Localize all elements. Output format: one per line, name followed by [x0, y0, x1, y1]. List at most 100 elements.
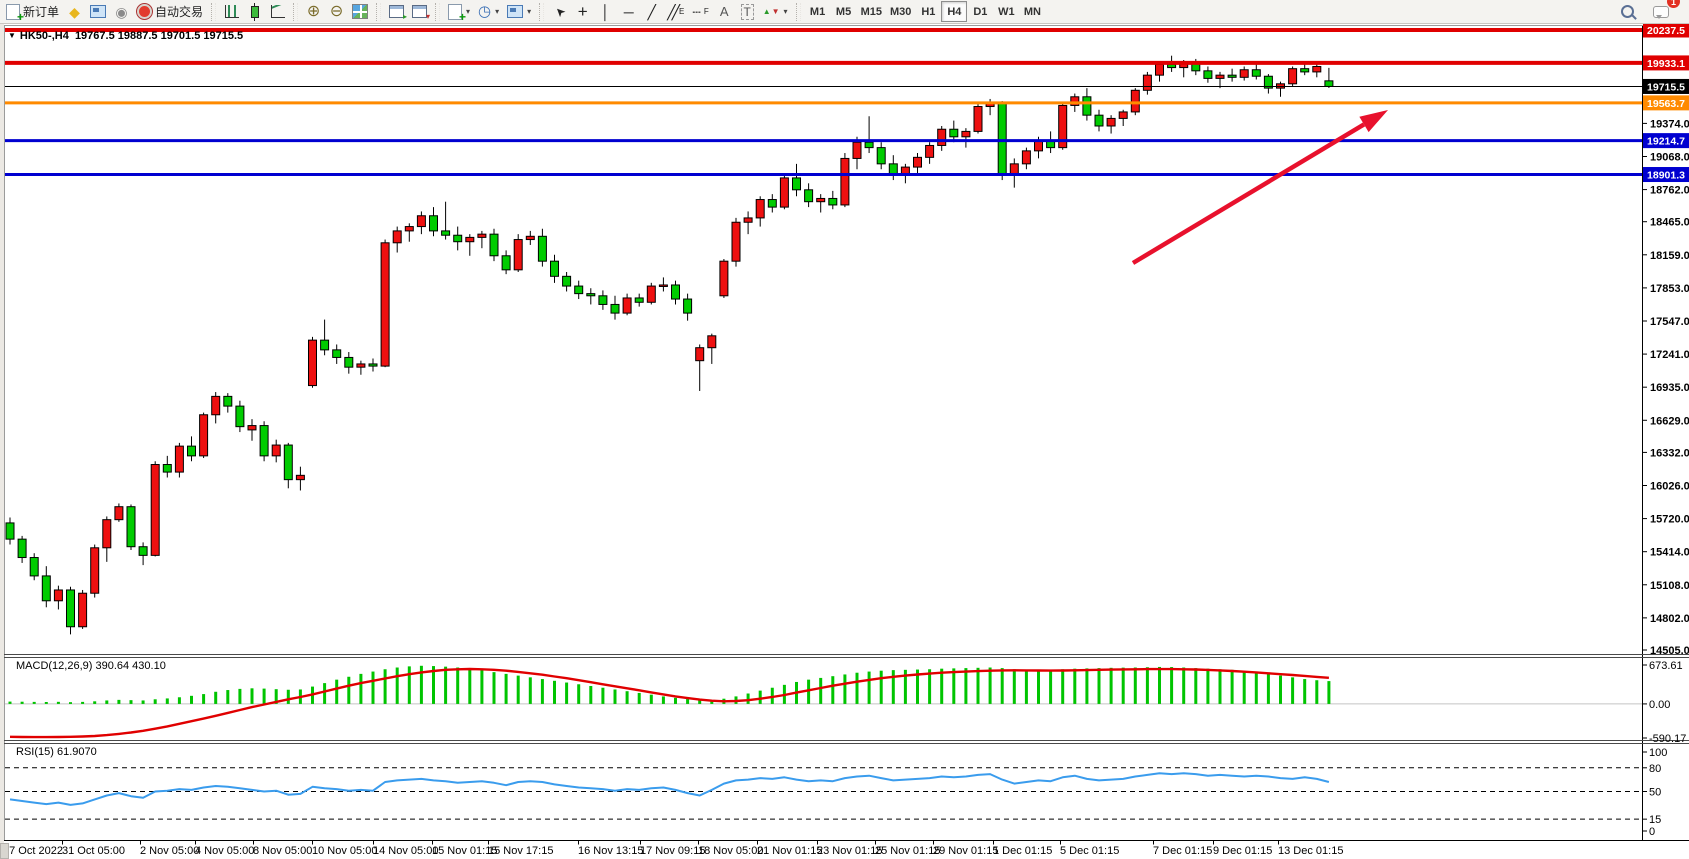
timeframe-H4[interactable]: H4 — [941, 1, 968, 22]
trendline-icon: ╱ — [647, 3, 656, 20]
svg-text:16629.0: 16629.0 — [1650, 415, 1689, 427]
macd-axis: 673.61 0.00 -590.17 — [1642, 660, 1686, 745]
scroll-corner[interactable] — [0, 843, 9, 859]
svg-text:16026.0: 16026.0 — [1650, 480, 1689, 492]
zoom-out-icon: ⊖ — [329, 2, 344, 20]
trendline-button[interactable]: ╱ — [640, 1, 663, 22]
panel-separators[interactable] — [0, 654, 1689, 744]
svg-text:19068.0: 19068.0 — [1650, 151, 1689, 163]
chart-title[interactable]: ▼ HK50-,H4 19767.5 19887.5 19701.5 19715.… — [8, 30, 243, 42]
svg-text:18901.3: 18901.3 — [1647, 170, 1685, 182]
candlestick-chart-icon — [250, 2, 259, 21]
svg-text:2 Nov 05:00: 2 Nov 05:00 — [140, 845, 199, 857]
signals-button[interactable]: ◉ — [110, 1, 133, 22]
notification-badge: 1 — [1667, 0, 1680, 8]
chart-title-text: HK50-,H4 19767.5 19887.5 19701.5 19715.5 — [19, 30, 244, 42]
templates-dropdown[interactable]: ▾ — [503, 1, 535, 22]
arrow-up-icon: ▲ — [762, 7, 771, 16]
svg-text:17241.0: 17241.0 — [1650, 349, 1689, 361]
bar-chart-icon — [224, 5, 239, 18]
svg-text:17 Nov 09:15: 17 Nov 09:15 — [640, 845, 705, 857]
toolbar-separator — [293, 2, 299, 21]
vertical-line-button[interactable]: │ — [594, 1, 617, 22]
crosshair-button[interactable]: + — [571, 1, 594, 22]
toolbar-separator — [376, 2, 382, 21]
line-chart-icon — [270, 5, 285, 18]
equidistant-channel-button[interactable]: ╱╱ E — [663, 1, 688, 22]
text-label-icon: T — [740, 3, 754, 20]
timeframe-MN[interactable]: MN — [1019, 1, 1045, 22]
arrow-objects-dropdown[interactable]: ▲ ▼ ▾ — [759, 1, 792, 22]
new-chart-dropdown[interactable]: ▾ — [444, 1, 474, 24]
text-button[interactable]: A — [713, 1, 736, 22]
macd-panel — [5, 665, 1642, 739]
candlestick-chart-button[interactable] — [243, 1, 266, 22]
arrange-windows-button[interactable]: ▸ — [385, 1, 408, 22]
svg-text:16 Nov 13:15: 16 Nov 13:15 — [578, 845, 643, 857]
clock-icon: ◷ — [478, 3, 492, 20]
timeframe-M30[interactable]: M30 — [886, 1, 915, 22]
horizontal-line-button[interactable]: ─ — [617, 1, 640, 22]
level-lines[interactable] — [5, 28, 1642, 177]
arrow-down-icon: ▼ — [771, 7, 780, 16]
time-axis[interactable]: 27 Oct 2022 31 Oct 05:00 2 Nov 05:004 Nov … — [3, 841, 1343, 857]
svg-text:15720.0: 15720.0 — [1650, 514, 1689, 526]
gold-button[interactable]: ◆ — [63, 1, 86, 22]
search-button[interactable] — [1616, 1, 1639, 22]
timeframe-M5[interactable]: M5 — [831, 1, 857, 22]
svg-text:19214.7: 19214.7 — [1647, 136, 1685, 148]
dropdown-caret: ▾ — [783, 7, 788, 16]
svg-text:25 Nov 01:15: 25 Nov 01:15 — [875, 845, 940, 857]
templates-icon — [507, 5, 524, 18]
svg-text:27 Oct 2022: 27 Oct 2022 — [3, 845, 63, 857]
trend-arrow[interactable] — [1131, 110, 1388, 265]
svg-text:16935.0: 16935.0 — [1650, 382, 1689, 394]
svg-text:19563.7: 19563.7 — [1647, 98, 1685, 110]
candlesticks — [5, 55, 1334, 635]
new-order-label: 新订单 — [23, 5, 60, 19]
new-chart-icon — [448, 3, 466, 24]
price-axis: 19374.0 19068.0 18762.0 18465.0 18159.0 17853… — [1642, 22, 1689, 657]
track-chart-icon: ▾ — [412, 5, 430, 21]
periods-dropdown[interactable]: ◷ ▾ — [474, 1, 503, 22]
macd-signal-line — [9, 667, 1329, 739]
cursor-icon: ➤ — [551, 2, 569, 21]
autotrading-button[interactable]: 自动交易 — [133, 1, 207, 22]
timeframe-H1[interactable]: H1 — [915, 1, 941, 22]
chat-button[interactable]: 1 — [1649, 0, 1680, 22]
svg-text:13 Dec 01:15: 13 Dec 01:15 — [1278, 845, 1343, 857]
gold-icon: ◆ — [69, 3, 80, 20]
main-toolbar: 新订单 ◆ ◉ 自动交易 ⊕ ⊖ ▸ ▾ ▾ ◷ ▾ — [0, 0, 1689, 24]
svg-text:14 Nov 05:00: 14 Nov 05:00 — [373, 845, 438, 857]
charts-button[interactable] — [86, 1, 110, 22]
timeframe-M1[interactable]: M1 — [805, 1, 831, 22]
cursor-button[interactable]: ➤ — [548, 1, 571, 22]
svg-text:20237.5: 20237.5 — [1647, 25, 1685, 37]
svg-text:15 Nov 01:15: 15 Nov 01:15 — [432, 845, 497, 857]
timeframe-W1[interactable]: W1 — [993, 1, 1019, 22]
svg-text:17853.0: 17853.0 — [1650, 283, 1689, 295]
svg-text:14802.0: 14802.0 — [1650, 613, 1689, 625]
autotrading-label: 自动交易 — [155, 5, 204, 19]
svg-text:-590.17: -590.17 — [1649, 733, 1686, 745]
fibonacci-button[interactable]: ┄ F — [688, 1, 712, 22]
text-label-button[interactable]: T — [736, 1, 759, 22]
svg-text:18159.0: 18159.0 — [1650, 250, 1689, 262]
channel-sub-label: E — [679, 7, 685, 16]
timeframe-M15[interactable]: M15 — [857, 1, 886, 22]
new-order-button[interactable]: 新订单 — [2, 1, 63, 24]
autotrading-icon — [137, 4, 153, 19]
tile-windows-button[interactable] — [348, 1, 372, 22]
bar-chart-button[interactable] — [220, 1, 243, 22]
chart-menu-caret[interactable]: ▼ — [8, 31, 16, 40]
svg-text:15: 15 — [1649, 814, 1661, 826]
track-chart-button[interactable]: ▾ — [408, 1, 431, 22]
svg-text:17547.0: 17547.0 — [1650, 316, 1689, 328]
zoom-in-button[interactable]: ⊕ — [302, 1, 325, 22]
zoom-out-button[interactable]: ⊖ — [325, 1, 348, 22]
timeframe-D1[interactable]: D1 — [967, 1, 993, 22]
rsi-panel — [5, 767, 1642, 820]
toolbar-separator — [211, 2, 217, 21]
line-chart-button[interactable] — [266, 1, 289, 22]
